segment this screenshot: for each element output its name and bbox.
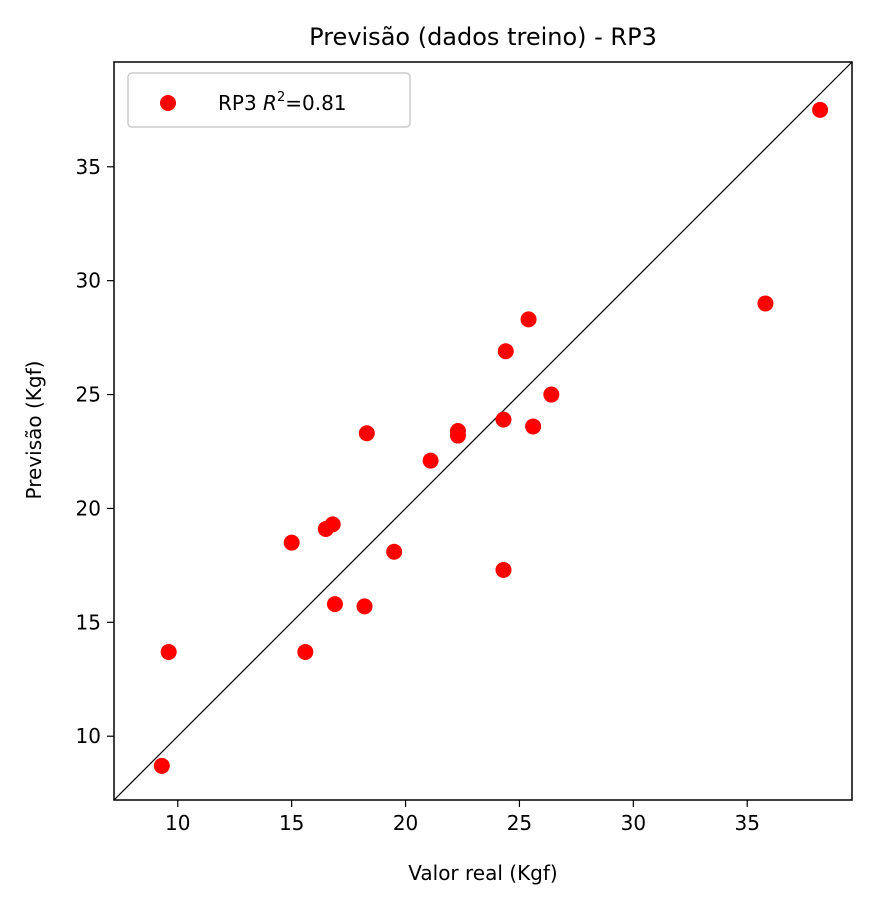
data-point (358, 425, 375, 442)
data-point (525, 418, 542, 435)
data-point (520, 311, 537, 328)
y-tick-label: 25 (76, 383, 101, 407)
x-tick-label: 20 (393, 811, 418, 835)
data-point (153, 757, 170, 774)
data-point (356, 598, 373, 615)
x-tick-label: 35 (734, 811, 759, 835)
plot-area (113, 61, 853, 801)
y-tick-label: 20 (76, 496, 101, 520)
data-point (297, 643, 314, 660)
data-point (449, 423, 466, 439)
legend-marker (160, 95, 176, 111)
y-tick-label: 30 (76, 269, 101, 293)
data-point (422, 452, 439, 469)
x-axis-ticks: 10 15 20 25 30 35 (165, 800, 760, 835)
identity-line (113, 61, 853, 801)
data-point (326, 596, 343, 613)
legend-box (127, 72, 411, 128)
data-point (812, 101, 829, 118)
y-tick-label: 10 (76, 724, 101, 748)
x-tick-label: 25 (507, 811, 532, 835)
legend: RP3 R2=0.81 (127, 72, 411, 128)
data-point (160, 643, 177, 660)
x-tick-label: 15 (279, 811, 304, 835)
data-point (324, 516, 341, 533)
data-point (495, 411, 512, 428)
x-axis-label: Valor real (Kgf) (408, 861, 557, 885)
data-point (386, 543, 403, 560)
y-axis-ticks: 10 15 20 25 30 35 (76, 155, 114, 748)
legend-label: RP3 R2=0.81 (218, 90, 347, 115)
plot-frame (113, 61, 853, 801)
data-point (543, 386, 560, 403)
data-point (495, 561, 512, 578)
data-point (283, 534, 300, 551)
y-axis-label: Previsão (Kgf) (22, 361, 46, 500)
data-point (497, 343, 514, 360)
x-tick-label: 10 (165, 811, 190, 835)
x-tick-label: 30 (621, 811, 646, 835)
y-tick-label: 35 (76, 155, 101, 179)
chart-title: Previsão (dados treino) - RP3 (309, 23, 657, 51)
data-point (757, 295, 774, 312)
y-tick-label: 15 (76, 610, 101, 634)
